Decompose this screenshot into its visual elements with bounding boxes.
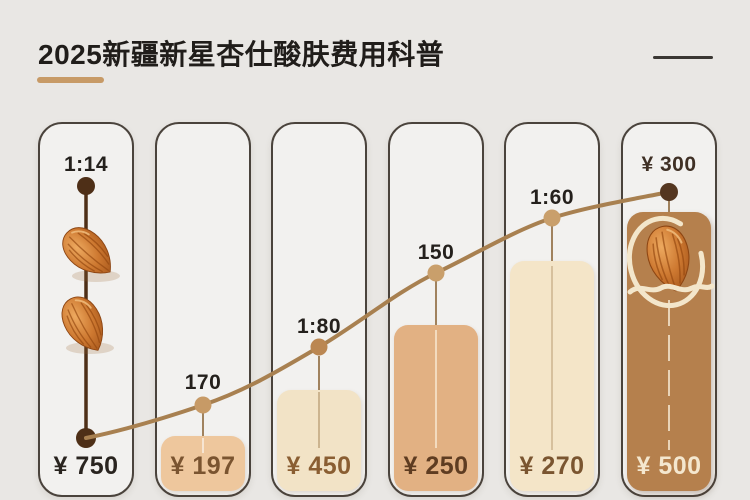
ratio-label: 150 <box>417 241 455 264</box>
ratio-label: 1:80 <box>296 315 342 338</box>
price-label: ¥ 197 <box>170 452 236 480</box>
title-underline <box>37 77 104 83</box>
column-card-5: 1:60 ¥ 270 <box>504 122 600 497</box>
column-card-3: 1:80 ¥ 450 <box>271 122 367 497</box>
decorative-dash <box>653 56 713 59</box>
price-label: ¥ 270 <box>519 452 585 480</box>
page-title: 2025新疆新星杏仕酸肤费用科普 <box>38 39 445 70</box>
ratio-label: 1:14 <box>63 153 109 176</box>
price-top-label: ¥ 300 <box>641 153 697 176</box>
ratio-label: 170 <box>184 371 222 394</box>
price-label: ¥ 250 <box>403 452 469 480</box>
price-label: ¥ 450 <box>286 452 352 480</box>
ratio-label: 1:60 <box>529 186 575 209</box>
price-bar <box>627 212 711 491</box>
column-card-6: ¥ 300 ¥ 500 <box>621 122 717 497</box>
price-label: ¥ 750 <box>53 452 119 480</box>
column-card-2: 170 ¥ 197 <box>155 122 251 497</box>
column-card-1: 1:14 ¥ 750 <box>38 122 134 497</box>
price-label: ¥ 500 <box>636 452 702 480</box>
column-card-4: 150 ¥ 250 <box>388 122 484 497</box>
